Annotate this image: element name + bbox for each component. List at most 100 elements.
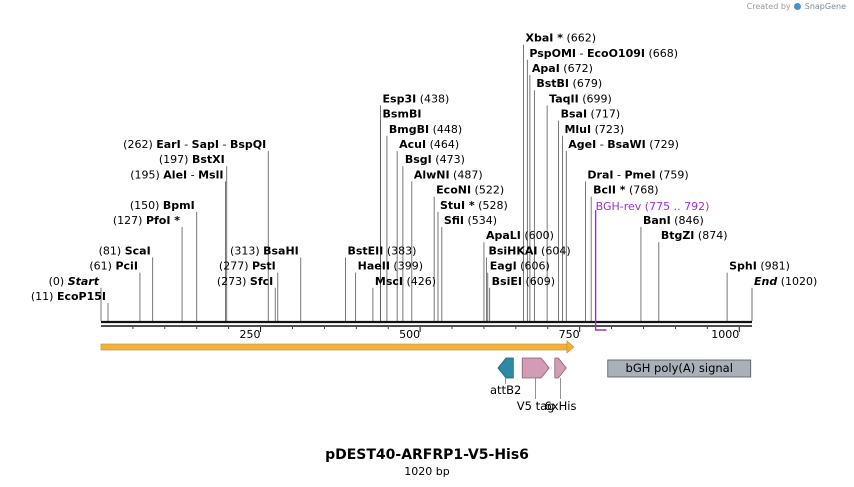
feature-attb2[interactable]: attB2 [490, 357, 521, 397]
site-label-bsahi[interactable]: (313) BsaHI [230, 244, 299, 257]
site-bsiei[interactable]: BsiEI (609) [492, 275, 555, 288]
site-apai[interactable]: ApaI (672) [532, 62, 593, 75]
site-position: (273) [217, 275, 250, 288]
site-label-bsgi[interactable]: BsgI (473) [405, 153, 465, 166]
site-position: (0) [49, 275, 68, 288]
site-position: (604) [538, 244, 571, 257]
site-haeii[interactable]: HaeII (399) [358, 260, 423, 273]
site-label-bstxi[interactable]: (197) BstXI [159, 153, 225, 166]
site-bsmbi[interactable]: BsmBI [383, 108, 422, 121]
site-label-agei[interactable]: AgeI - BsaWI (729) [568, 138, 679, 151]
site-eari[interactable]: (262) EarI - SapI - BspQI [123, 138, 266, 151]
site-label-eari[interactable]: (262) EarI - SapI - BspQI [123, 138, 266, 151]
site-label-taqii[interactable]: TaqII (699) [549, 92, 612, 105]
site-label-psti[interactable]: (277) PstI [219, 260, 276, 273]
site-label-apai[interactable]: ApaI (672) [532, 62, 593, 75]
site-stui[interactable]: StuI * (528) [440, 199, 508, 212]
site-label-bani[interactable]: BanI (846) [643, 214, 704, 227]
primer-bgh-rev[interactable]: BGH-rev (775 .. 792) [594, 200, 710, 331]
site-psti[interactable]: (277) PstI [219, 260, 276, 273]
site-bsteii[interactable]: BstEII (383) [347, 244, 416, 257]
feature-bgh[interactable]: bGH poly(A) signal [607, 359, 752, 378]
site-bsahi[interactable]: (313) BsaHI [230, 244, 299, 257]
site-label-bsmbi[interactable]: BsmBI [383, 108, 422, 121]
site-name: BtgZI [661, 229, 695, 242]
site-bsai[interactable]: BsaI (717) [561, 108, 621, 121]
site-label-bsihkai[interactable]: BsiHKAI (604) [488, 244, 570, 257]
primer-range: (775 .. 792) [641, 200, 709, 213]
site-label-start[interactable]: (0) Start [49, 275, 100, 288]
primer-label[interactable]: BGH-rev (775 .. 792) [596, 200, 710, 213]
site-end[interactable]: End (1020) [754, 275, 817, 288]
site-name: ApaI [532, 62, 560, 75]
site-agei[interactable]: AgeI - BsaWI (729) [568, 138, 679, 151]
site-xbai[interactable]: XbaI * (662) [526, 32, 597, 45]
site-position: (528) [475, 199, 508, 212]
site-sphi[interactable]: SphI (981) [729, 260, 790, 273]
feature-6xhis[interactable]: 6xHis [545, 357, 577, 413]
site-label-mlui[interactable]: MluI (723) [564, 123, 624, 136]
site-pspomi[interactable]: PspOMI - EcoO109I (668) [529, 47, 678, 60]
site-apali[interactable]: ApaLI (600) [486, 229, 554, 242]
site-scai[interactable]: (81) ScaI [99, 244, 151, 257]
site-sfci[interactable]: (273) SfcI [217, 275, 273, 288]
site-sfii[interactable]: SfiI (534) [444, 214, 497, 227]
site-bsgi[interactable]: BsgI (473) [405, 153, 465, 166]
site-label-haeii[interactable]: HaeII (399) [358, 260, 423, 273]
site-label-bsteii[interactable]: BstEII (383) [347, 244, 416, 257]
site-label-bpmi[interactable]: (150) BpmI [130, 199, 195, 212]
site-acui[interactable]: AcuI (464) [399, 138, 459, 151]
site-label-drai[interactable]: DraI - PmeI (759) [587, 168, 688, 181]
site-bpmi[interactable]: (150) BpmI [130, 199, 195, 212]
site-label-scai[interactable]: (81) ScaI [99, 244, 151, 257]
feature-orf[interactable] [100, 340, 575, 354]
site-btgzi[interactable]: BtgZI (874) [661, 229, 728, 242]
site-label-ecop15i[interactable]: (11) EcoP15I [31, 290, 106, 303]
site-label-xbai[interactable]: XbaI * (662) [526, 32, 597, 45]
site-label-apali[interactable]: ApaLI (600) [486, 229, 554, 242]
site-label-bstbi[interactable]: BstBI (679) [536, 77, 602, 90]
site-label-end[interactable]: End (1020) [754, 275, 817, 288]
site-label-bsai[interactable]: BsaI (717) [561, 108, 621, 121]
site-label-stui[interactable]: StuI * (528) [440, 199, 508, 212]
site-pcii[interactable]: (61) PciI [89, 260, 138, 273]
site-taqii[interactable]: TaqII (699) [549, 92, 612, 105]
site-label-pfoi[interactable]: (127) PfoI * [113, 214, 180, 227]
site-label-esp3i[interactable]: Esp3I (438) [383, 92, 450, 105]
site-label-msci[interactable]: MscI (426) [375, 275, 436, 288]
site-bani[interactable]: BanI (846) [643, 214, 704, 227]
site-ecop15i[interactable]: (11) EcoP15I [31, 290, 106, 303]
site-mlui[interactable]: MluI (723) [564, 123, 624, 136]
site-label-alei[interactable]: (195) AleI - MslI [130, 168, 223, 181]
site-name: BstEII [347, 244, 383, 257]
site-label-alwni[interactable]: AlwNI (487) [414, 168, 483, 181]
site-label-bmgbi[interactable]: BmgBI (448) [389, 123, 462, 136]
site-bstxi[interactable]: (197) BstXI [159, 153, 225, 166]
site-bmgbi[interactable]: BmgBI (448) [389, 123, 462, 136]
site-bcli[interactable]: BclI * (768) [593, 184, 658, 197]
site-bsihkai[interactable]: BsiHKAI (604) [488, 244, 570, 257]
site-msci[interactable]: MscI (426) [375, 275, 436, 288]
site-label-sphi[interactable]: SphI (981) [729, 260, 790, 273]
site-label-pcii[interactable]: (61) PciI [89, 260, 138, 273]
feature-v5tag[interactable]: V5 tag [517, 357, 555, 413]
site-label-bsiei[interactable]: BsiEI (609) [492, 275, 555, 288]
site-econi[interactable]: EcoNI (522) [436, 184, 504, 197]
site-label-eagi[interactable]: EagI (606) [490, 260, 550, 273]
site-alwni[interactable]: AlwNI (487) [414, 168, 483, 181]
site-label-sfii[interactable]: SfiI (534) [444, 214, 497, 227]
site-pfoi[interactable]: (127) PfoI * [113, 214, 180, 227]
site-label-bcli[interactable]: BclI * (768) [593, 184, 658, 197]
site-position: (426) [403, 275, 436, 288]
site-label-sfci[interactable]: (273) SfcI [217, 275, 273, 288]
site-eagi[interactable]: EagI (606) [490, 260, 550, 273]
site-drai[interactable]: DraI - PmeI (759) [587, 168, 688, 181]
site-bstbi[interactable]: BstBI (679) [536, 77, 602, 90]
site-label-btgzi[interactable]: BtgZI (874) [661, 229, 728, 242]
site-label-acui[interactable]: AcuI (464) [399, 138, 459, 151]
site-label-econi[interactable]: EcoNI (522) [436, 184, 504, 197]
site-start[interactable]: (0) Start [49, 275, 100, 288]
site-label-pspomi[interactable]: PspOMI - EcoO109I (668) [529, 47, 678, 60]
site-alei[interactable]: (195) AleI - MslI [130, 168, 223, 181]
site-esp3i[interactable]: Esp3I (438) [383, 92, 450, 105]
